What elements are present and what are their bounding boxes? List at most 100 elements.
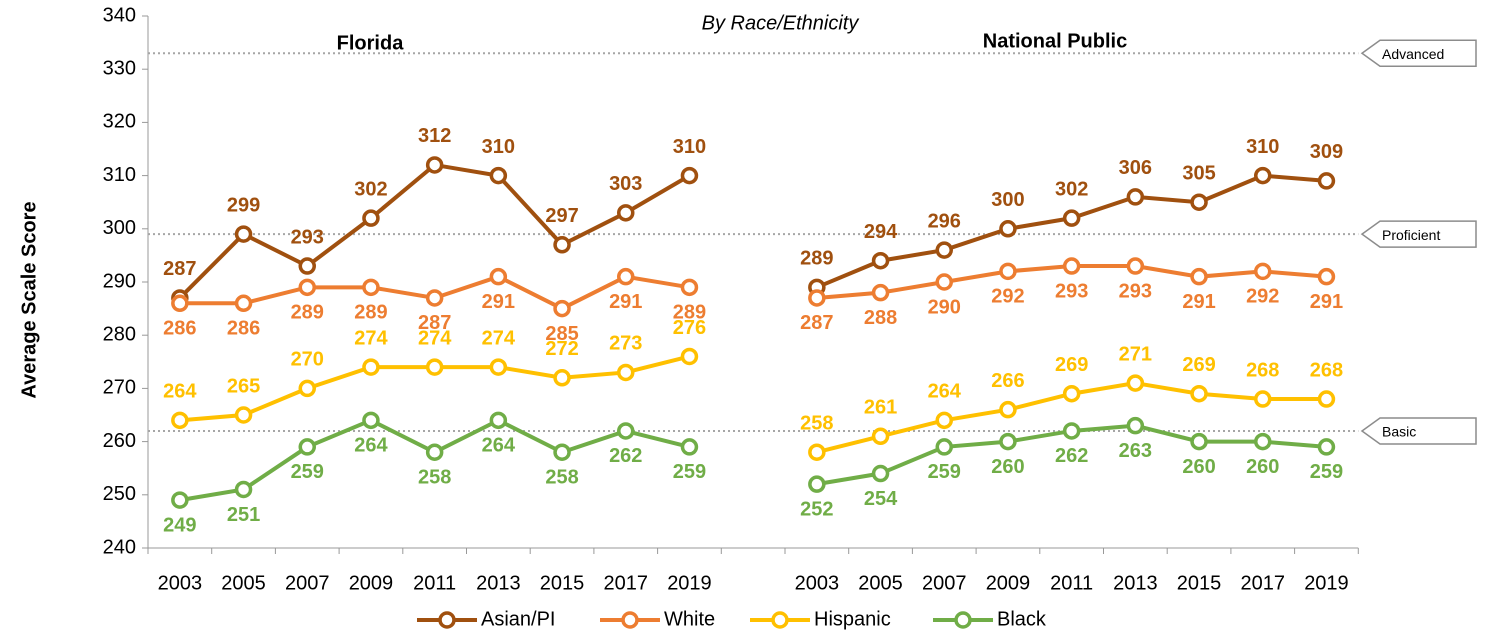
data-point [871,464,890,483]
data-point [680,438,699,456]
data-label: 258 [545,467,578,489]
data-point [553,236,571,254]
y-tick-label: 300 [103,217,136,239]
legend-marker [771,611,789,629]
data-point [553,443,571,461]
data-point [1254,166,1272,185]
data-label: 258 [418,467,451,489]
data-label: 289 [800,248,833,270]
data-point [1317,172,1336,190]
data-label: 300 [991,189,1024,211]
data-point [362,358,380,376]
data-label: 302 [354,178,387,200]
data-label: 260 [1246,456,1279,478]
data-label: 310 [1246,136,1279,158]
data-label: 287 [800,312,833,334]
data-label: 264 [354,435,388,457]
data-point [935,438,953,456]
data-point [362,278,380,297]
x-tick-label: 2019 [667,572,712,594]
panel-label: Florida [337,32,405,54]
data-point [1190,193,1208,211]
data-point [871,251,890,270]
data-point [1254,390,1272,408]
y-tick-label: 290 [103,270,136,292]
legend-marker [954,611,972,629]
chart-subtitle: By Race/Ethnicity [702,12,860,34]
data-label: 249 [163,514,196,536]
legend-marker [621,611,639,629]
y-tick-label: 260 [103,430,136,452]
data-point [489,166,508,185]
data-point [425,289,444,307]
data-label: 262 [609,445,642,467]
data-label: 297 [545,205,578,227]
data-point [298,438,316,456]
data-label: 309 [1310,141,1343,163]
x-tick-label: 2015 [1177,572,1222,594]
data-point [935,411,953,430]
data-label: 276 [673,317,706,339]
data-label: 288 [864,307,897,329]
data-point [999,220,1017,238]
data-label: 260 [991,456,1024,478]
data-label: 264 [928,381,962,403]
data-point [1062,209,1081,227]
data-point [425,443,444,461]
data-label: 299 [227,194,260,216]
y-tick-label: 340 [103,4,136,26]
data-point [234,406,253,424]
data-point [1190,384,1208,403]
data-point [234,294,253,313]
data-label: 274 [354,327,388,349]
data-point [234,480,253,499]
data-point [617,267,635,286]
data-label: 272 [545,338,578,360]
series-line [179,354,1327,455]
data-label: 290 [928,296,961,318]
data-label: 259 [291,461,324,483]
data-label: 251 [227,504,260,526]
data-point [871,427,890,446]
data-label: 289 [673,302,706,324]
data-label: 263 [1119,440,1152,462]
data-point [171,411,189,430]
y-tick-label: 320 [103,111,136,133]
data-point [808,289,826,307]
data-label: 291 [1182,291,1215,313]
data-label: 291 [482,291,515,313]
data-label: 259 [1310,461,1343,483]
data-label: 293 [1055,280,1088,302]
data-point [808,475,826,493]
x-tick-label: 2009 [986,572,1031,594]
x-tick-label: 2017 [604,572,649,594]
y-tick-label: 240 [103,536,136,558]
panel-label: National Public [983,30,1127,52]
data-point [999,432,1017,451]
data-label: 262 [1055,445,1088,467]
data-point [553,299,571,318]
data-point [362,209,380,227]
data-point [999,262,1017,281]
y-axis-label: Average Scale Score [18,201,40,398]
x-tick-label: 2005 [221,572,266,594]
series-line [179,418,1327,503]
data-point [1254,432,1272,451]
data-label: 258 [800,413,833,435]
data-point [362,411,380,430]
data-point [1254,262,1272,281]
data-label: 273 [609,333,642,355]
reference-callout [1360,39,1477,67]
data-point [298,257,316,275]
x-tick-label: 2019 [1304,572,1349,594]
data-point [489,358,508,376]
reference-label: Proficient [1382,227,1440,243]
data-label: 291 [1310,291,1343,313]
data-point [171,491,189,509]
data-label: 264 [163,381,197,403]
data-label: 294 [864,221,898,243]
data-point [489,411,508,430]
data-label: 303 [609,173,642,195]
data-point [1126,257,1145,275]
data-point [617,363,635,382]
